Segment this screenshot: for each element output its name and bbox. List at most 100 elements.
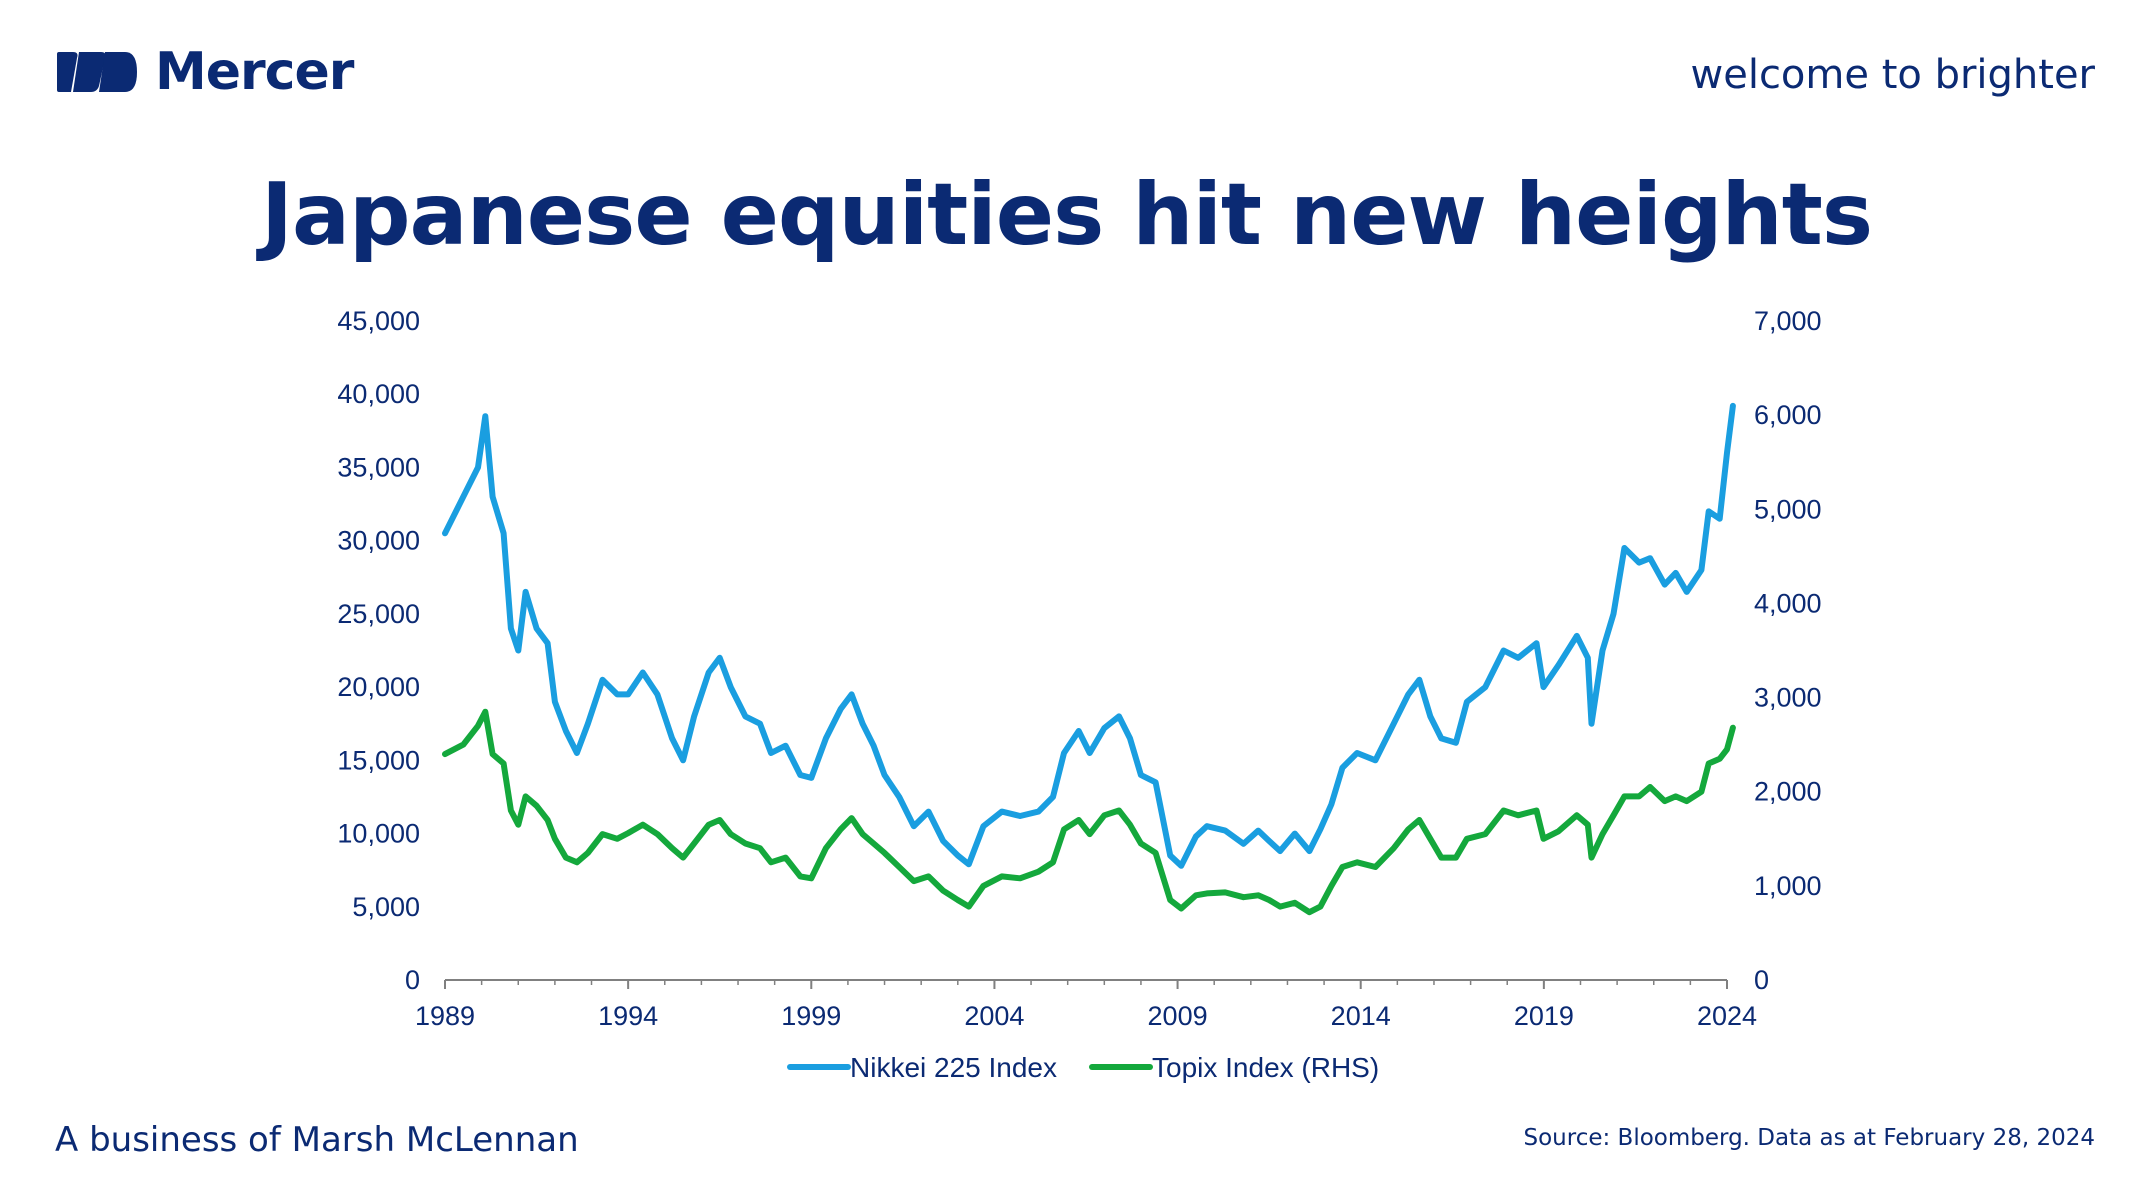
data-point <box>1663 583 1667 587</box>
data-point <box>850 816 854 820</box>
data-point <box>824 846 828 850</box>
data-point <box>1000 810 1004 814</box>
data-point <box>1307 910 1311 914</box>
data-point <box>824 736 828 740</box>
data-point <box>707 823 711 827</box>
data-point <box>784 744 788 748</box>
data-point <box>1439 736 1443 740</box>
data-point <box>967 862 971 866</box>
data-point <box>1102 726 1106 730</box>
data-point <box>1077 729 1081 733</box>
y2-tick-label: 5,000 <box>1754 494 1822 524</box>
y-tick-label: 0 <box>405 965 420 995</box>
data-point <box>692 714 696 718</box>
data-point <box>883 851 886 855</box>
mercer-logo[interactable]: Mercer <box>55 42 354 102</box>
data-point <box>1557 663 1560 667</box>
data-point <box>729 832 733 836</box>
data-point <box>956 854 960 857</box>
data-point <box>981 824 985 828</box>
series-line-nikkei <box>442 402 1736 869</box>
data-point <box>769 860 773 864</box>
data-point <box>670 736 674 740</box>
data-point <box>1674 794 1678 798</box>
data-point <box>1355 860 1359 864</box>
data-point <box>1242 895 1245 899</box>
data-point <box>641 671 645 674</box>
data-point <box>798 773 802 777</box>
data-point <box>1465 837 1469 841</box>
data-point <box>912 824 916 828</box>
data-point <box>1329 802 1333 806</box>
data-point <box>655 832 659 836</box>
data-point <box>1483 685 1487 689</box>
data-point <box>502 762 506 765</box>
data-point <box>1535 809 1538 812</box>
data-point <box>1102 813 1106 817</box>
data-point <box>553 837 557 841</box>
data-point <box>1417 678 1421 682</box>
data-point <box>1373 758 1377 762</box>
data-point <box>1725 451 1729 455</box>
data-point <box>1731 404 1735 408</box>
data-point <box>1428 837 1432 841</box>
y2-tick-label: 7,000 <box>1754 306 1822 336</box>
data-point <box>670 846 674 850</box>
data-point <box>1036 810 1040 814</box>
series-line-topix <box>442 708 1736 916</box>
y-tick-label: 5,000 <box>352 892 420 922</box>
data-point <box>1194 893 1198 897</box>
data-point <box>1601 649 1604 652</box>
data-point <box>743 714 747 718</box>
data-point <box>861 832 865 836</box>
legend-label: Topix Index (RHS) <box>1152 1052 1379 1083</box>
data-point <box>1731 726 1735 730</box>
y-tick-label: 40,000 <box>337 379 420 409</box>
y2-tick-label: 4,000 <box>1754 588 1822 618</box>
data-point <box>1622 794 1626 798</box>
data-point <box>1267 898 1271 902</box>
data-point <box>575 751 579 755</box>
data-point <box>1051 795 1055 799</box>
data-point <box>1088 832 1092 836</box>
line-chart: 1989 1994 1999 2004 2009 2014 2019 2024 0 5,000 10… <box>337 306 1822 1083</box>
data-point <box>1267 839 1271 843</box>
data-point <box>615 692 619 696</box>
data-point <box>1205 891 1209 895</box>
data-point <box>1454 856 1458 860</box>
legend-label: Nikkei 225 Index <box>850 1052 1057 1083</box>
data-point <box>1590 856 1593 860</box>
page-title: Japanese equities hit new heights <box>260 165 1873 265</box>
y2-tick-label: 6,000 <box>1754 400 1822 430</box>
data-point <box>535 627 539 630</box>
data-point <box>1179 864 1183 868</box>
data-point <box>1622 546 1626 550</box>
data-point <box>718 656 722 660</box>
data-point <box>1601 832 1604 836</box>
data-point <box>1465 700 1469 704</box>
data-point <box>516 823 520 827</box>
y-tick-label: 45,000 <box>337 306 420 336</box>
data-point <box>1062 751 1066 755</box>
data-point <box>1077 818 1081 822</box>
data-point <box>1516 656 1520 660</box>
data-point <box>1051 860 1055 864</box>
data-point <box>1223 829 1227 833</box>
data-point <box>1318 827 1322 831</box>
chart-legend: Nikkei 225 Index Topix Index (RHS) <box>787 1052 1379 1083</box>
chart-lines <box>442 402 1736 916</box>
data-point <box>798 874 802 878</box>
data-point <box>1018 876 1022 880</box>
data-point <box>553 700 557 704</box>
data-point <box>839 707 843 711</box>
x-tick-label: 2014 <box>1331 1001 1391 1031</box>
data-point <box>1516 813 1520 817</box>
data-point <box>1586 823 1590 827</box>
data-point <box>1179 907 1183 910</box>
data-point <box>707 671 711 674</box>
data-point <box>1406 827 1410 831</box>
x-tick-label: 1994 <box>598 1001 658 1031</box>
data-point <box>729 685 733 689</box>
data-point <box>956 898 960 902</box>
data-point <box>1036 870 1040 874</box>
